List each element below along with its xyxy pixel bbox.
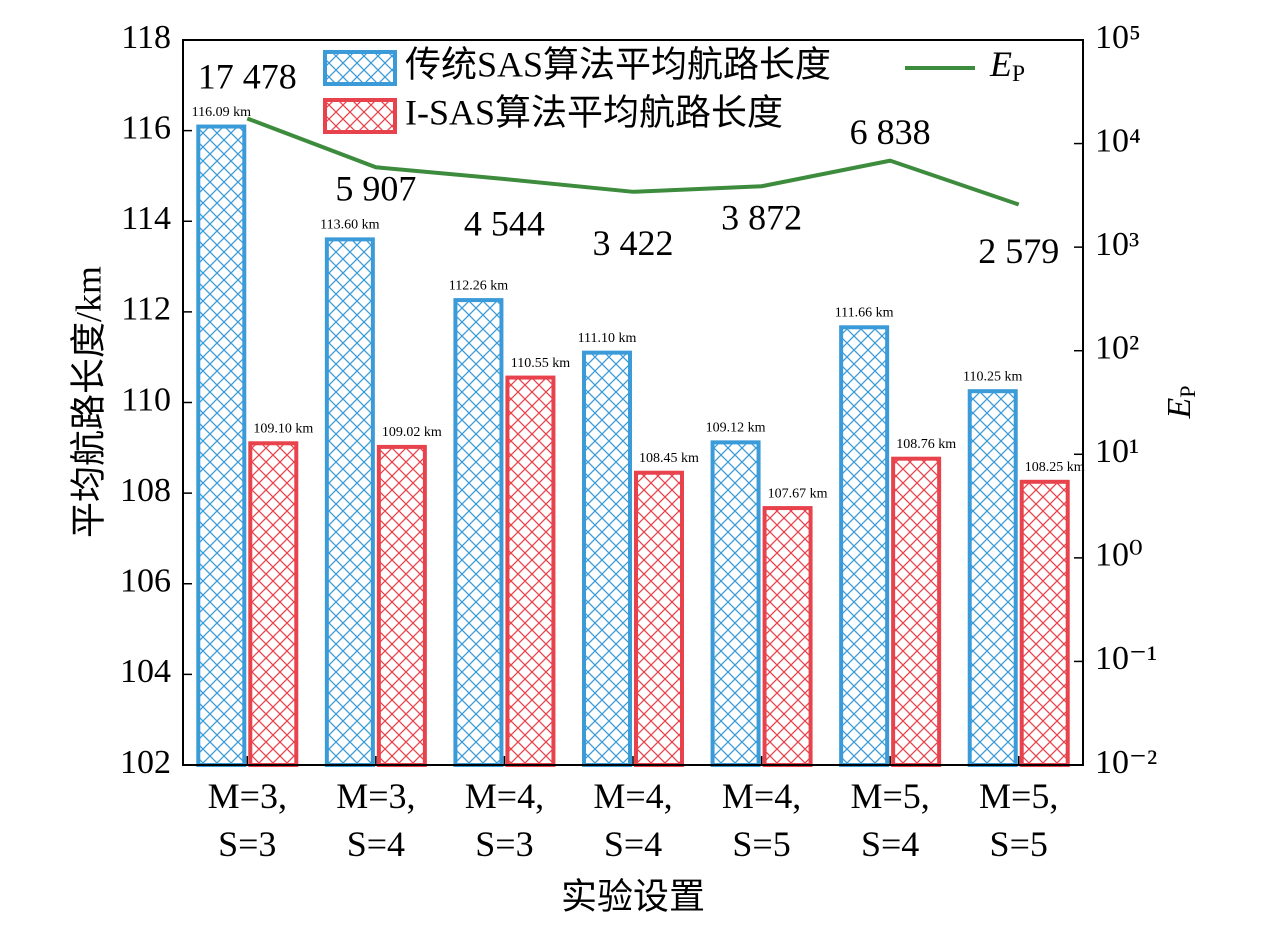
bar-value-label: 108.25 km [1025,460,1085,475]
y-tick-label: 116 [121,109,171,146]
bar [505,375,556,767]
line-value-label: 6 838 [850,112,931,152]
bar-value-label: 111.10 km [578,331,637,346]
x-tick-label: M=3, S=4 [336,776,415,864]
bar-value-label: 109.02 km [382,425,442,440]
bar-value-label: 108.76 km [896,437,956,452]
y2-tick-label: 10⁻¹ [1095,640,1157,677]
x-axis-label: 实验设置 [561,876,705,916]
y-axis-label: 平均航路长度/km [68,266,108,538]
legend-label: 传统SAS算法平均航路长度 [405,44,831,84]
y-tick-label: 106 [120,563,171,600]
bar [324,237,375,767]
x-tick-label: M=4, S=4 [593,776,672,864]
bar-value-label: 108.45 km [639,451,699,466]
line-value-label: 2 579 [978,231,1059,271]
bar [839,325,890,767]
y2-tick-label: 10⁵ [1095,19,1141,56]
bar [891,456,942,767]
y-tick-label: 104 [120,653,171,690]
bar [453,298,504,767]
bar-value-label: 109.10 km [253,422,313,437]
bar [762,506,813,767]
line-value-label: 3 422 [593,223,674,263]
y-tick-label: 118 [121,19,171,56]
line [246,116,1020,207]
legend-label: I-SAS算法平均航路长度 [405,92,783,132]
y-tick-label: 110 [121,381,171,418]
bar-value-label: 113.60 km [320,218,379,233]
bar-value-label: 116.09 km [192,105,251,120]
y2-tick-label: 10⁰ [1095,537,1143,574]
bar-value-label: 107.67 km [768,486,828,501]
legend-swatch [323,98,397,134]
legend-label: EP [989,44,1025,87]
y2-tick-label: 10² [1095,330,1139,367]
bar-value-label: 109.12 km [706,421,766,436]
line-value-label: 5 907 [335,169,416,209]
line-value-label: 17 478 [198,57,297,97]
bar [634,470,684,767]
y2-tick-label: 10⁴ [1095,122,1141,159]
y2-tick-label: 10⁻² [1095,744,1157,781]
bar-value-label: 111.66 km [835,306,894,321]
x-tick-label: M=5, S=4 [850,776,929,864]
x-tick-label: M=4, S=5 [722,776,801,864]
y2-tick-label: 10³ [1095,226,1139,263]
bar [582,350,632,767]
line-value-label: 3 872 [721,198,802,238]
y-tick-label: 108 [120,472,171,509]
y-tick-label: 102 [120,744,171,781]
bar [248,441,299,767]
bar-value-label: 110.55 km [511,356,570,371]
bar [710,440,761,767]
y2-tick-label: 10¹ [1095,433,1139,470]
bar-value-label: 110.25 km [963,369,1022,384]
y-tick-label: 112 [121,291,171,328]
bar [376,444,427,767]
bar [196,124,247,767]
legend-swatch [323,50,397,86]
x-tick-label: M=4, S=3 [465,776,544,864]
line-value-label: 4 544 [464,203,545,243]
bar [967,389,1018,767]
y-tick-label: 114 [121,200,171,237]
x-tick-label: M=3, S=3 [208,776,287,864]
x-tick-label: M=5, S=5 [979,776,1058,864]
plot-frame [182,39,1084,766]
bar [1019,479,1070,767]
y2-axis-label: EP [1161,385,1200,419]
bar-value-label: 112.26 km [449,278,508,293]
